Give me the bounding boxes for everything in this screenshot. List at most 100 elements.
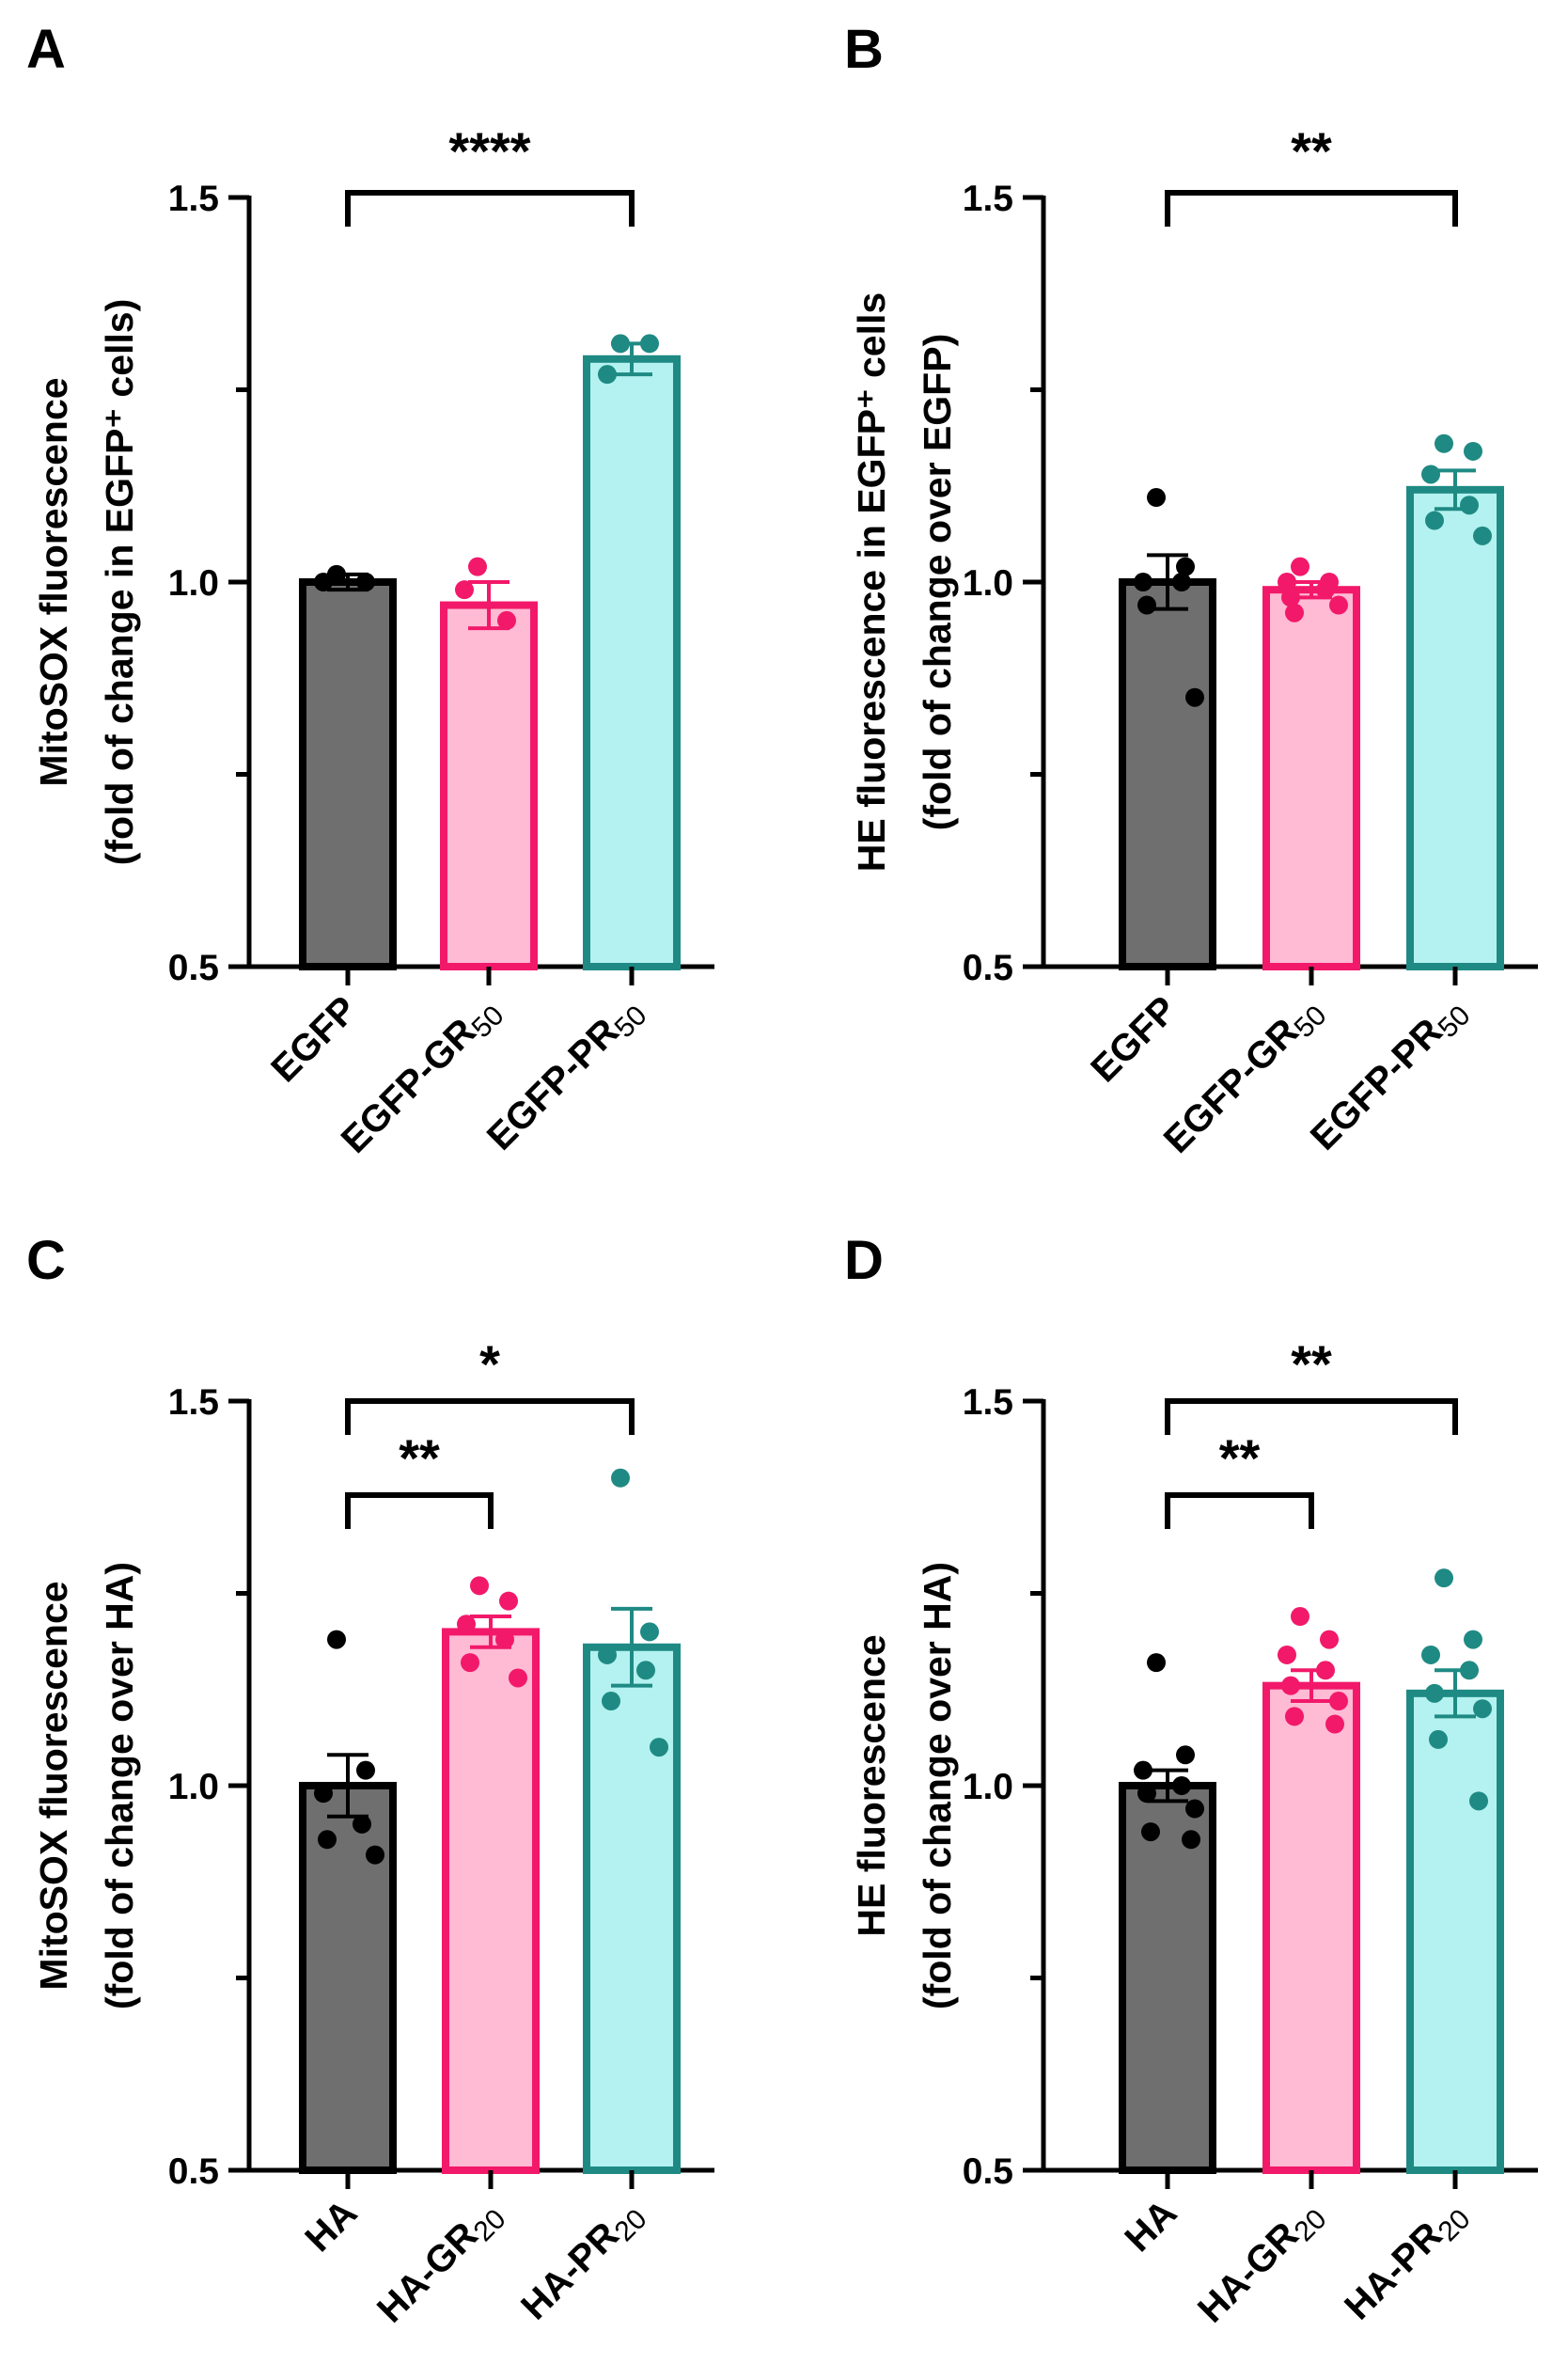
x-category-label: HA bbox=[1117, 2192, 1184, 2260]
panel-b: B HE fluorescence in EGFP⁺ cells (fold of … bbox=[844, 19, 1538, 1162]
data-point bbox=[1176, 1745, 1195, 1765]
data-point bbox=[356, 573, 375, 591]
x-category-label: HA-GR20 bbox=[369, 2192, 512, 2335]
data-point bbox=[1134, 1760, 1152, 1780]
significance-bracket bbox=[345, 1492, 494, 1529]
data-point bbox=[1460, 1661, 1479, 1680]
data-point bbox=[1182, 1830, 1200, 1850]
data-point bbox=[650, 1738, 668, 1757]
bar bbox=[1119, 578, 1216, 970]
y-axis-label: (fold of change over HA) bbox=[98, 1562, 141, 2009]
data-point bbox=[455, 580, 474, 600]
bar bbox=[1262, 586, 1360, 970]
category-name: HA bbox=[297, 2192, 365, 2260]
category-name: EGFP bbox=[1083, 988, 1184, 1090]
x-category-label: EGFP-PR50 bbox=[1303, 988, 1477, 1162]
y-axis-label: (fold of change in EGFP⁺ cells) bbox=[98, 299, 141, 866]
bar bbox=[440, 601, 538, 970]
data-point bbox=[468, 557, 487, 576]
x-category-label: HA-PR20 bbox=[513, 2192, 653, 2332]
category-name: EGFP-PR bbox=[479, 1011, 627, 1158]
data-point bbox=[356, 1760, 375, 1780]
data-point bbox=[1435, 1568, 1453, 1588]
category-name: HA-GR bbox=[1190, 2214, 1307, 2331]
significance-label: ** bbox=[399, 1428, 440, 1488]
data-point bbox=[598, 1645, 617, 1664]
data-point bbox=[1137, 595, 1156, 615]
y-tick-label: 1.0 bbox=[168, 563, 219, 604]
significance-bracket bbox=[1165, 1492, 1314, 1529]
significance-label: **** bbox=[448, 121, 530, 181]
data-point bbox=[1172, 1776, 1191, 1795]
category-name: EGFP-GR bbox=[1156, 1011, 1307, 1161]
data-point bbox=[1464, 1630, 1482, 1649]
data-point bbox=[640, 334, 659, 354]
panel-letter: B bbox=[844, 19, 884, 80]
data-point bbox=[598, 365, 617, 385]
bar bbox=[1262, 1681, 1360, 2175]
data-point bbox=[1285, 603, 1304, 622]
data-point bbox=[1329, 595, 1348, 615]
data-point bbox=[1329, 1692, 1348, 1711]
data-point bbox=[1325, 1714, 1344, 1734]
data-point bbox=[1285, 1707, 1304, 1726]
data-point bbox=[1281, 588, 1300, 607]
x-category-label: HA-PR20 bbox=[1337, 2192, 1477, 2332]
y-tick-label: 1.0 bbox=[963, 1767, 1013, 1807]
panel-letter: A bbox=[26, 19, 66, 80]
data-point bbox=[470, 1576, 489, 1596]
data-point bbox=[327, 1630, 346, 1649]
data-point bbox=[366, 1845, 384, 1865]
y-tick-label: 1.0 bbox=[963, 563, 1013, 604]
significance-label: ** bbox=[1291, 1334, 1332, 1394]
data-point bbox=[314, 573, 333, 591]
category-name: EGFP-GR bbox=[334, 1011, 484, 1161]
bar bbox=[299, 578, 397, 970]
data-point bbox=[314, 1784, 333, 1804]
data-point bbox=[1278, 1645, 1296, 1664]
data-point bbox=[1278, 573, 1296, 591]
category-name: HA-GR bbox=[369, 2214, 486, 2331]
x-category-label: HA-GR20 bbox=[1190, 2192, 1333, 2335]
y-tick-label: 0.5 bbox=[168, 2151, 219, 2192]
data-point bbox=[1185, 1799, 1204, 1819]
data-point bbox=[1425, 1683, 1444, 1703]
bar bbox=[1406, 1689, 1504, 2174]
data-point bbox=[1172, 573, 1191, 591]
y-tick-label: 1.5 bbox=[963, 1382, 1013, 1423]
significance-label: ** bbox=[1291, 121, 1332, 181]
data-point bbox=[1147, 1653, 1166, 1673]
data-point bbox=[495, 1630, 514, 1649]
data-point bbox=[497, 610, 516, 630]
significance-bracket bbox=[1165, 190, 1458, 227]
panel-d: D HE fluorescence (fold of change over HA)… bbox=[844, 1230, 1538, 2335]
data-point bbox=[1473, 526, 1492, 545]
data-point bbox=[353, 1814, 371, 1834]
data-point bbox=[1137, 1784, 1156, 1804]
y-axis-label: (fold of change over HA) bbox=[916, 1562, 959, 2009]
data-point bbox=[1291, 557, 1309, 576]
y-tick-label: 1.5 bbox=[168, 179, 219, 219]
data-point bbox=[1421, 465, 1440, 484]
significance-bracket bbox=[345, 190, 635, 227]
data-point bbox=[1291, 1607, 1309, 1627]
data-point bbox=[1281, 1676, 1300, 1695]
x-category-label: EGFP bbox=[263, 988, 365, 1090]
data-point bbox=[1185, 687, 1204, 707]
data-point bbox=[1176, 557, 1195, 576]
panel-letter: D bbox=[844, 1230, 884, 1291]
bar bbox=[1406, 485, 1504, 971]
data-point bbox=[1141, 1822, 1160, 1842]
y-tick-label: 1.0 bbox=[168, 1767, 219, 1807]
x-category-label: EGFP-PR50 bbox=[479, 988, 653, 1162]
y-tick-label: 0.5 bbox=[963, 948, 1013, 988]
data-point bbox=[1469, 1791, 1488, 1811]
significance-bracket bbox=[1165, 1398, 1458, 1435]
data-point bbox=[1316, 580, 1335, 600]
data-point bbox=[1435, 433, 1453, 453]
data-point bbox=[1429, 1729, 1448, 1749]
data-point bbox=[499, 1591, 518, 1611]
y-tick-label: 0.5 bbox=[168, 948, 219, 988]
panel-c: C MitoSOX fluorescence (fold of change ove… bbox=[26, 1230, 714, 2335]
